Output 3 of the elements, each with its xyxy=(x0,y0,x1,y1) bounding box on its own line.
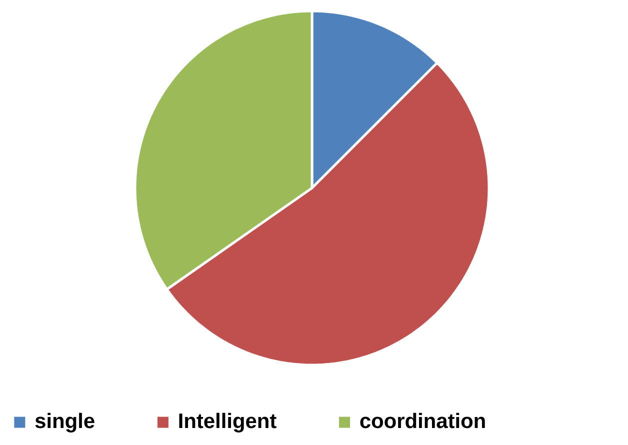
legend-label: coordination xyxy=(360,412,485,428)
legend-label: single xyxy=(35,412,94,432)
legend-label: Intelligent xyxy=(179,412,276,432)
